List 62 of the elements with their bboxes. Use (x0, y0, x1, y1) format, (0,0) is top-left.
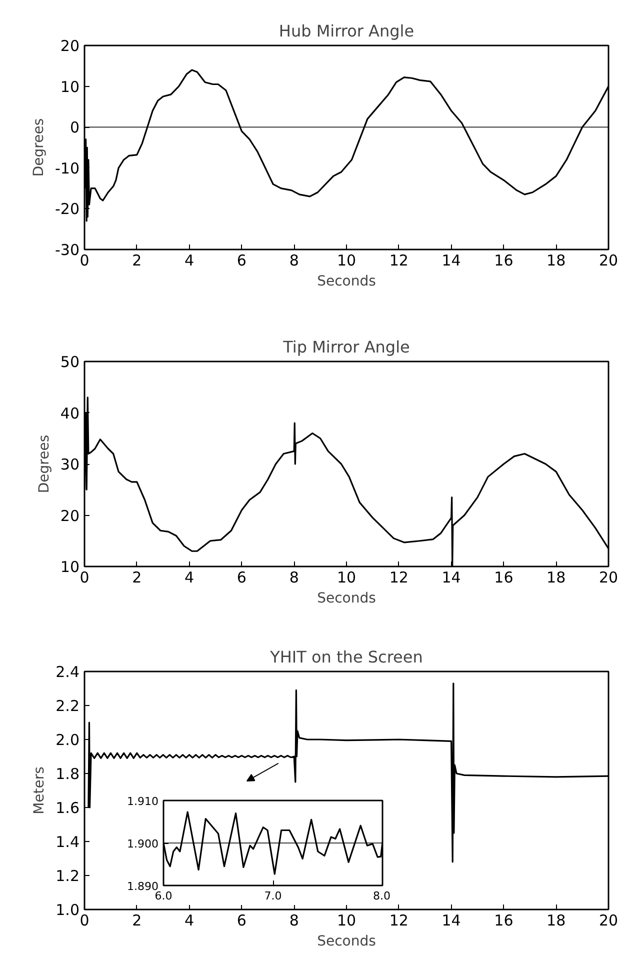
x-tick-label: 14 (442, 568, 461, 586)
chart-title: YHIT on the Screen (269, 648, 423, 666)
y-tick-label: 1.0 (56, 901, 80, 919)
x-tick-label: 14 (442, 252, 461, 270)
y-tick-label: 1.8 (56, 765, 80, 783)
y-tick-label: -20 (55, 200, 80, 218)
x-tick-label: 16 (494, 252, 514, 270)
y-tick-label: 1.910 (127, 795, 159, 808)
x-tick-label: 12 (389, 912, 408, 930)
x-tick-label: 6 (236, 912, 246, 930)
y-axis-title: Meters (32, 766, 48, 814)
x-tick-label: 2 (132, 912, 142, 930)
x-tick-label: 2 (132, 252, 142, 270)
y-tick-label: 1.2 (56, 867, 80, 885)
x-tick-label: 10 (336, 912, 356, 930)
x-tick-label: 20 (598, 912, 618, 930)
x-tick-label: 8.0 (373, 890, 391, 902)
x-tick-label: 4 (184, 252, 194, 270)
y-axis-title: Degrees (36, 434, 52, 494)
chart-title: Tip Mirror Angle (282, 338, 410, 356)
y-tick-label: -30 (55, 241, 80, 259)
x-axis-title: Seconds (317, 934, 376, 950)
x-tick-label: 14 (442, 912, 461, 930)
y-tick-label: 20 (60, 506, 80, 525)
x-tick-label: 8 (289, 568, 299, 586)
x-tick-label: 20 (598, 568, 618, 586)
x-tick-label: 6 (236, 252, 246, 270)
x-tick-label: 8 (289, 912, 299, 930)
y-tick-label: 1.900 (127, 838, 159, 850)
y-axis-title: Degrees (31, 118, 47, 177)
y-tick-label: 0 (70, 118, 80, 137)
x-tick-label: 7.0 (264, 890, 282, 902)
x-tick-label: 4 (184, 912, 194, 930)
x-tick-label: 10 (336, 568, 356, 586)
y-tick-label: 20 (60, 37, 80, 55)
y-tick-label: 1.6 (56, 799, 80, 817)
y-tick-label: -10 (55, 159, 80, 178)
x-axis-title: Seconds (317, 590, 376, 606)
y-tick-label: 50 (60, 353, 80, 371)
y-tick-label: 30 (60, 456, 80, 474)
x-axis-title: Seconds (317, 274, 376, 290)
x-tick-label: 18 (546, 568, 566, 586)
y-tick-label: 1.4 (56, 833, 80, 851)
x-tick-label: 12 (389, 568, 408, 586)
x-tick-label: 2 (132, 568, 142, 586)
x-tick-label: 20 (598, 252, 618, 270)
chart-title: Hub Mirror Angle (278, 22, 414, 40)
x-tick-label: 16 (494, 568, 514, 586)
y-tick-label: 2.2 (56, 697, 80, 715)
y-tick-label: 40 (60, 404, 80, 422)
x-tick-label: 6 (236, 568, 246, 586)
x-tick-label: 6.0 (154, 890, 172, 902)
x-tick-label: 10 (336, 252, 356, 270)
x-tick-label: 12 (389, 252, 408, 270)
y-tick-label: 2.0 (56, 731, 80, 749)
x-tick-label: 16 (494, 912, 514, 930)
x-tick-label: 18 (546, 912, 566, 930)
x-tick-label: 18 (546, 252, 566, 270)
x-tick-label: 4 (184, 568, 194, 586)
y-tick-label: 10 (60, 78, 80, 96)
y-tick-label: 2.4 (56, 663, 80, 681)
x-tick-label: 8 (289, 252, 299, 270)
